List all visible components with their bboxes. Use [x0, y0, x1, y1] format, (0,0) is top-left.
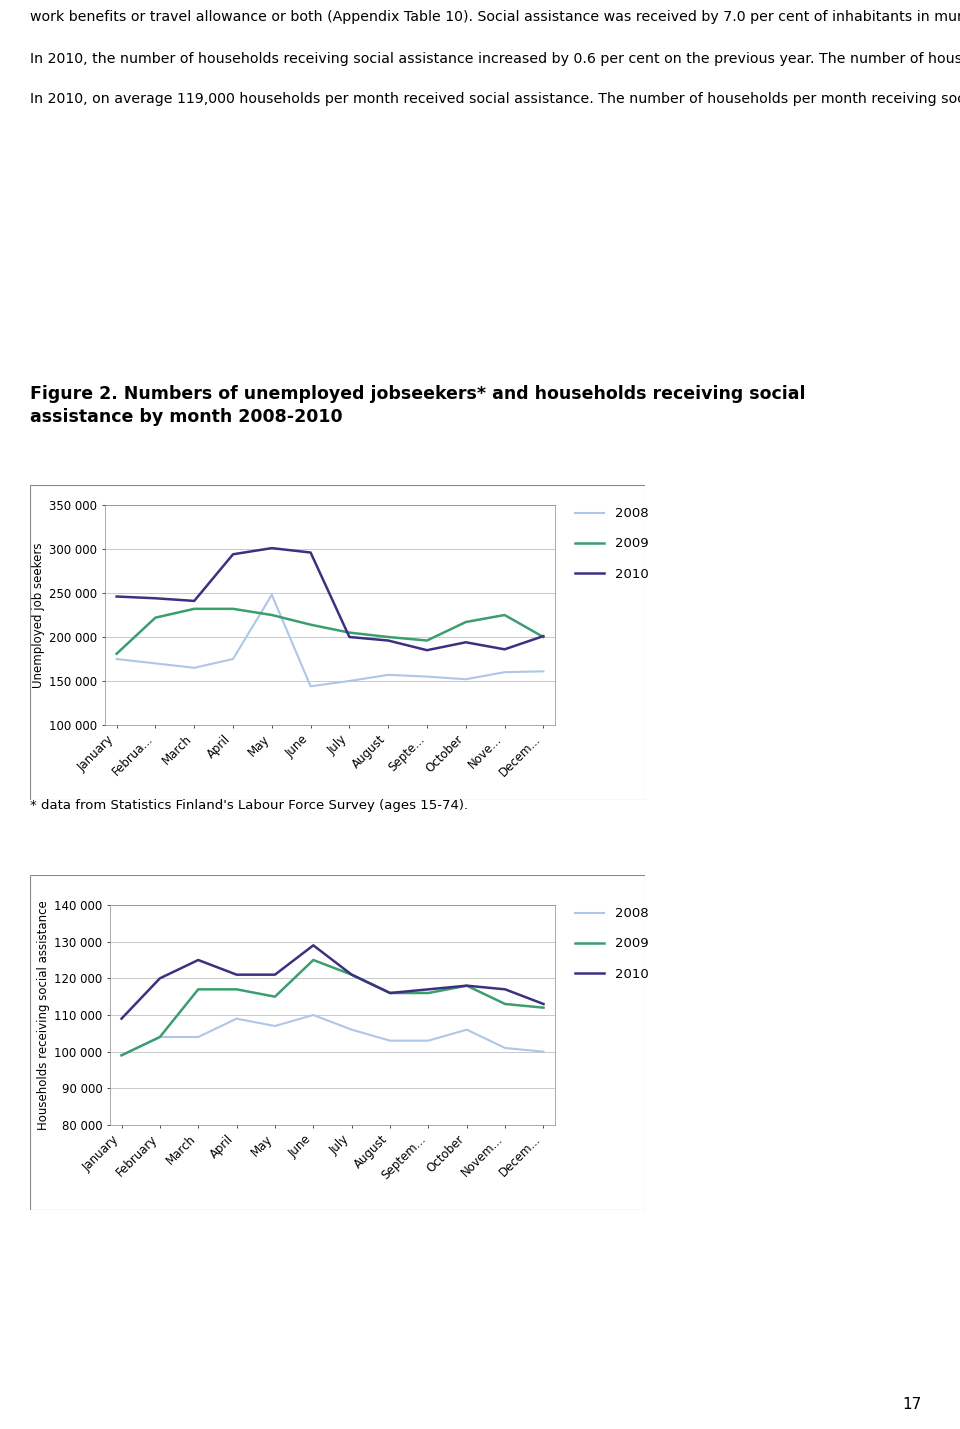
Line: 2010: 2010 — [122, 946, 543, 1019]
Line: 2009: 2009 — [122, 960, 543, 1056]
2008 — [422, 1032, 434, 1049]
2009 — [538, 629, 549, 646]
2008 — [499, 1039, 511, 1056]
Text: Figure 2. Numbers of unemployed jobseekers* and households receiving social
assi: Figure 2. Numbers of unemployed jobseeke… — [30, 384, 805, 426]
2010 — [344, 629, 355, 646]
2009 — [266, 606, 277, 623]
2010 — [461, 977, 472, 995]
2009 — [344, 624, 355, 642]
2010 — [266, 540, 277, 557]
Text: work benefits or travel allowance or both (Appendix Table 10). Social assistance: work benefits or travel allowance or bot… — [30, 10, 960, 106]
2009 — [305, 616, 317, 633]
2008 — [188, 659, 200, 676]
Text: 17: 17 — [902, 1398, 922, 1412]
2009 — [422, 985, 434, 1002]
2008 — [228, 650, 239, 667]
2010 — [155, 970, 166, 987]
2009 — [307, 952, 319, 969]
2009 — [384, 985, 396, 1002]
2009 — [230, 980, 242, 997]
2010 — [150, 590, 161, 607]
2010 — [421, 642, 433, 659]
2009 — [150, 609, 161, 626]
2010 — [188, 593, 200, 610]
Legend: 2008, 2009, 2010: 2008, 2009, 2010 — [575, 507, 648, 580]
2010 — [110, 587, 122, 604]
2008 — [305, 677, 317, 694]
2009 — [110, 644, 122, 662]
Text: * data from Statistics Finland's Labour Force Survey (ages 15-74).: * data from Statistics Finland's Labour … — [30, 799, 468, 812]
2010 — [305, 544, 317, 562]
2009 — [188, 600, 200, 617]
2009 — [346, 966, 357, 983]
2010 — [269, 966, 280, 983]
2008 — [110, 650, 122, 667]
2008 — [155, 1029, 166, 1046]
2010 — [192, 952, 204, 969]
2008 — [384, 1032, 396, 1049]
2010 — [460, 633, 471, 650]
2009 — [116, 1047, 128, 1065]
2009 — [538, 999, 549, 1016]
2010 — [346, 966, 357, 983]
2010 — [538, 627, 549, 644]
2008 — [382, 666, 394, 683]
2010 — [499, 640, 511, 657]
Line: 2009: 2009 — [116, 609, 543, 653]
2008 — [150, 654, 161, 672]
2008 — [230, 1010, 242, 1027]
2008 — [461, 1022, 472, 1039]
2009 — [499, 996, 511, 1013]
2010 — [422, 980, 434, 997]
2010 — [384, 985, 396, 1002]
2009 — [155, 1029, 166, 1046]
2008 — [192, 1029, 204, 1046]
2010 — [307, 937, 319, 955]
2009 — [499, 606, 511, 623]
2008 — [499, 663, 511, 680]
2008 — [344, 673, 355, 690]
2008 — [116, 1047, 128, 1065]
Line: 2008: 2008 — [116, 594, 543, 686]
2009 — [461, 977, 472, 995]
Line: 2008: 2008 — [122, 1015, 543, 1056]
2008 — [421, 667, 433, 684]
2009 — [382, 629, 394, 646]
2008 — [538, 1043, 549, 1060]
Legend: 2008, 2009, 2010: 2008, 2009, 2010 — [575, 907, 648, 980]
2009 — [192, 980, 204, 997]
2008 — [269, 1017, 280, 1035]
2008 — [538, 663, 549, 680]
Y-axis label: Households receiving social assistance: Households receiving social assistance — [36, 900, 50, 1130]
Line: 2010: 2010 — [116, 549, 543, 650]
2008 — [266, 586, 277, 603]
Y-axis label: Unemployed job seekers: Unemployed job seekers — [32, 542, 45, 687]
2010 — [230, 966, 242, 983]
2010 — [382, 632, 394, 649]
2010 — [538, 996, 549, 1013]
2009 — [228, 600, 239, 617]
2010 — [228, 546, 239, 563]
2009 — [460, 613, 471, 630]
2008 — [346, 1022, 357, 1039]
2009 — [421, 632, 433, 649]
2010 — [116, 1010, 128, 1027]
2008 — [460, 670, 471, 687]
2008 — [307, 1006, 319, 1023]
2010 — [499, 980, 511, 997]
2009 — [269, 987, 280, 1005]
